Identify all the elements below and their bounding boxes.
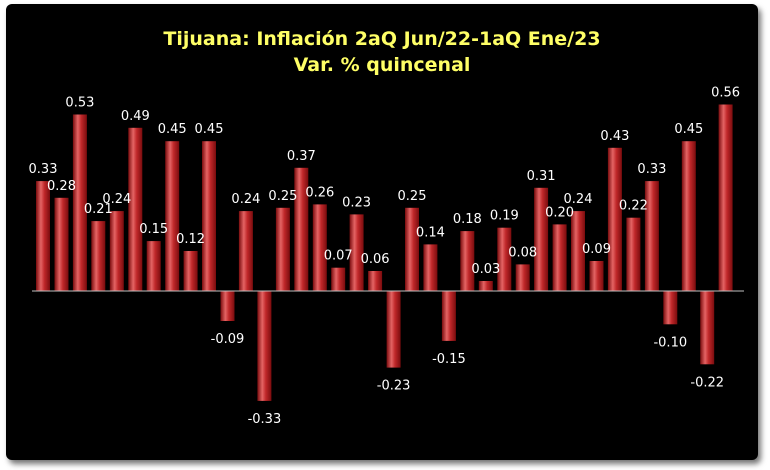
chart-area: Tijuana: Inflación 2aQ Jun/22-1aQ Ene/23… [6,4,758,460]
bar-14 [275,207,290,292]
data-label-17: 0.07 [324,249,353,264]
bar-34 [644,181,659,291]
chart-title: Tijuana: Inflación 2aQ Jun/22-1aQ Ene/23 [163,28,600,50]
bar-7 [146,241,161,291]
bar-chart: Tijuana: Inflación 2aQ Jun/22-1aQ Ene/23… [29,28,744,427]
bar-25 [478,281,493,291]
bar-21 [405,207,419,292]
bar-23 [441,291,456,341]
data-label-6: 0.49 [121,109,150,124]
data-label-19: 0.06 [361,252,390,267]
data-label-25: 0.03 [471,262,500,277]
data-label-35: -0.10 [653,335,687,350]
data-label-13: -0.33 [248,412,282,427]
chart-subtitle: Var. % quincenal [294,54,471,76]
data-label-7: 0.15 [139,222,168,237]
data-label-36: 0.45 [674,122,703,137]
data-label-26: 0.19 [490,209,519,224]
bar-32 [607,147,622,291]
data-label-23: -0.15 [432,352,466,367]
bar-38 [718,104,733,291]
data-labels: 0.330.280.530.210.240.490.150.450.120.45… [29,86,741,427]
bar-33 [626,217,641,291]
data-label-10: 0.45 [195,122,224,137]
data-label-12: 0.24 [231,192,260,207]
data-label-20: -0.23 [377,379,411,394]
data-label-8: 0.45 [158,122,187,137]
bar-16 [312,204,327,291]
data-label-37: -0.22 [690,375,724,390]
bar-30 [571,211,585,291]
data-label-15: 0.37 [287,149,316,164]
data-label-21: 0.25 [398,189,427,204]
data-label-1: 0.33 [29,162,58,177]
bar-31 [589,261,604,291]
bar-13 [257,291,272,401]
bar-27 [515,264,530,291]
bar-20 [386,291,401,368]
data-label-24: 0.18 [453,212,482,227]
data-label-14: 0.25 [268,189,297,204]
data-label-29: 0.20 [545,205,574,220]
data-label-11: -0.09 [211,332,245,347]
bar-2 [54,197,69,291]
bar-37 [700,291,715,365]
bar-8 [165,141,180,291]
bar-35 [663,291,678,325]
bar-28 [534,187,549,291]
bar-36 [681,141,696,291]
bar-1 [36,181,50,291]
bar-9 [183,251,198,291]
bar-26 [497,227,512,291]
bar-22 [423,244,438,291]
bar-6 [128,127,143,291]
bar-12 [238,211,253,291]
data-label-9: 0.12 [176,232,205,247]
data-label-33: 0.22 [619,199,648,214]
bar-5 [109,211,124,291]
data-label-22: 0.14 [416,225,445,240]
data-label-5: 0.24 [102,192,131,207]
data-label-16: 0.26 [305,185,334,200]
data-label-38: 0.56 [711,86,740,101]
data-label-4: 0.21 [84,202,113,217]
data-label-34: 0.33 [637,162,666,177]
data-label-3: 0.53 [65,96,94,111]
data-label-27: 0.08 [508,245,537,260]
bar-18 [349,214,364,291]
bar-15 [294,167,309,291]
data-label-18: 0.23 [342,195,371,210]
bar-19 [368,271,383,291]
data-label-32: 0.43 [600,129,629,144]
bar-3 [72,114,87,291]
bar-11 [220,291,235,321]
bar-series [36,104,733,401]
bar-4 [91,221,106,291]
bar-17 [331,267,346,291]
bar-24 [460,231,475,291]
bar-10 [202,141,216,291]
data-label-28: 0.31 [527,169,556,184]
data-label-31: 0.09 [582,242,611,257]
data-label-2: 0.28 [47,179,76,194]
data-label-30: 0.24 [564,192,593,207]
bar-29 [552,224,567,291]
